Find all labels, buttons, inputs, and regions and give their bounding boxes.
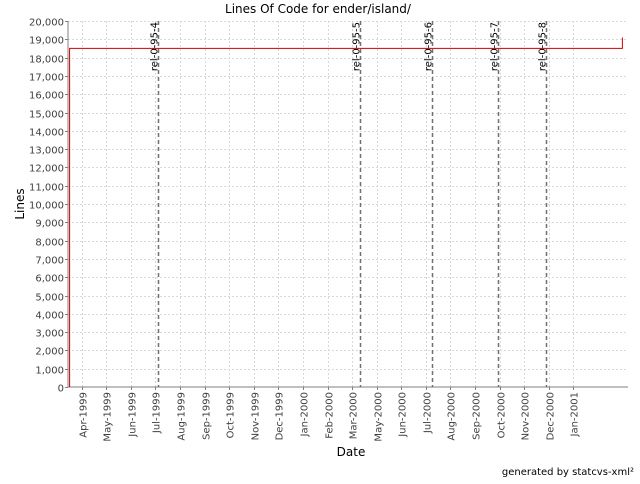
y-tick-label: 19,000	[29, 36, 64, 47]
x-tick-label: May-2000	[374, 392, 385, 442]
y-tick-label: 2,000	[35, 347, 64, 358]
x-tick-label: Nov-1999	[251, 392, 262, 440]
x-tick-label: Feb-2000	[325, 392, 336, 439]
y-tick-label: 10,000	[29, 201, 64, 212]
y-tick-label: 6,000	[35, 274, 64, 285]
x-tick-label: May-1999	[103, 392, 114, 442]
x-axis-label: Date	[337, 445, 366, 459]
x-tick-label: Sep-2000	[472, 392, 483, 440]
y-tick-label: 14,000	[29, 128, 64, 139]
x-tick-label: Oct-2000	[497, 392, 508, 438]
x-tick-layer: Apr-1999 May-1999 Jun-1999 Jul-1999 Aug-1999…	[79, 387, 581, 442]
y-tick-label: 17,000	[29, 73, 64, 84]
grid-layer	[68, 21, 628, 387]
x-tick-label: Jun-2000	[398, 392, 409, 438]
y-tick-label: 7,000	[35, 256, 64, 267]
y-tick-label: 20,000	[29, 18, 64, 29]
release-marker-layer: rel-0-95-4 rel-0-95-5 rel-0-95-6 rel-0-95-7…	[150, 21, 549, 387]
y-tick-label: 4,000	[35, 311, 64, 322]
x-tick-label: Nov-2000	[521, 392, 532, 440]
x-tick-label: Sep-1999	[202, 392, 213, 440]
y-tick-label: 12,000	[29, 164, 64, 175]
y-tick-layer: 0 1,000 2,000 3,000 4,000 5,000 6,000 7,000 8,00…	[29, 18, 68, 395]
y-tick-label: 18,000	[29, 55, 64, 66]
x-tick-label: Jan-2000	[300, 392, 311, 437]
x-tick-label: Jul-2000	[423, 392, 434, 434]
chart-title: Lines Of Code for ender/island/	[225, 2, 412, 16]
x-tick-label: Jul-1999	[152, 392, 163, 434]
y-tick-label: 15,000	[29, 110, 64, 121]
x-tick-label: Dec-1999	[275, 392, 286, 440]
x-tick-label: Aug-2000	[447, 392, 458, 441]
x-tick-label: Jun-1999	[128, 392, 139, 438]
x-tick-label: Dec-2000	[546, 392, 557, 440]
y-axis-label: Lines	[13, 188, 27, 219]
release-marker-label: rel-0-95-6	[424, 22, 435, 71]
y-tick-label: 5,000	[35, 293, 64, 304]
y-tick-label: 16,000	[29, 91, 64, 102]
y-tick-label: 3,000	[35, 329, 64, 340]
y-tick-label: 11,000	[29, 183, 64, 194]
footer-credit: generated by statcvs-xml²	[502, 467, 634, 478]
series-layer	[69, 37, 623, 387]
release-marker-label: rel-0-95-4	[150, 22, 161, 71]
release-marker-label: rel-0-95-7	[490, 22, 501, 71]
x-tick-label: Apr-1999	[79, 392, 90, 438]
release-marker-label: rel-0-95-5	[352, 22, 363, 71]
y-tick-label: 9,000	[35, 219, 64, 230]
y-tick-label: 8,000	[35, 238, 64, 249]
y-tick-label: 0	[58, 384, 64, 395]
y-tick-label: 1,000	[35, 366, 64, 377]
x-tick-label: Aug-1999	[177, 392, 188, 441]
x-tick-label: Mar-2000	[349, 392, 360, 439]
x-tick-label: Oct-1999	[226, 392, 237, 438]
release-marker-label: rel-0-95-8	[538, 22, 549, 71]
x-tick-label: Jan-2001	[570, 392, 581, 437]
loc-series-line	[69, 37, 623, 387]
y-tick-label: 13,000	[29, 146, 64, 157]
